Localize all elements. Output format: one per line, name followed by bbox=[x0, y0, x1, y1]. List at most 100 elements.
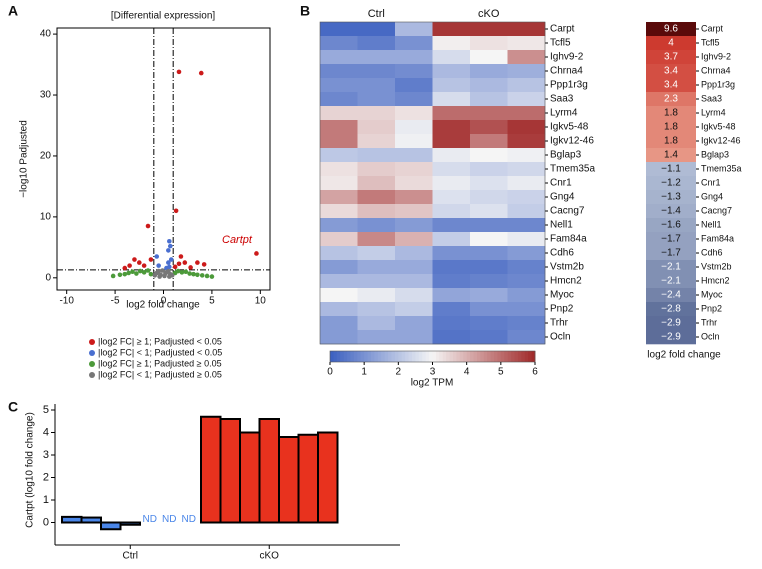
fc-cell bbox=[646, 106, 696, 121]
row-label: Nell1 bbox=[550, 220, 573, 231]
row-label: Cnr1 bbox=[550, 178, 572, 189]
point bbox=[179, 270, 185, 275]
bar bbox=[100, 521, 122, 531]
legend-marker bbox=[89, 361, 95, 367]
point bbox=[163, 271, 168, 276]
heat-cell bbox=[395, 92, 433, 107]
row-label: Cnr1 bbox=[701, 177, 721, 187]
heat-cell bbox=[320, 106, 358, 121]
heat-cell bbox=[320, 78, 358, 93]
heat-cell bbox=[432, 232, 471, 247]
heat-cell bbox=[432, 176, 471, 191]
heat-cell bbox=[320, 36, 358, 51]
legend-marker bbox=[89, 339, 95, 345]
heat-cell bbox=[357, 92, 396, 107]
point bbox=[122, 265, 128, 271]
fc-value-label: 1.8 bbox=[664, 122, 678, 133]
heat-cell bbox=[470, 36, 508, 51]
y-tick-label: 5 bbox=[43, 404, 49, 416]
fc-value-label: −1.1 bbox=[661, 164, 681, 175]
fc-cell bbox=[646, 64, 696, 79]
fc-value-label: −2.1 bbox=[661, 276, 681, 287]
bar bbox=[258, 418, 280, 524]
heat-cell bbox=[395, 190, 433, 205]
heat-cell bbox=[470, 190, 508, 205]
fc-label: log2 fold change bbox=[647, 350, 721, 361]
heat-cell bbox=[320, 92, 358, 107]
fc-value-label: 9.6 bbox=[664, 24, 678, 35]
heat-cell bbox=[507, 260, 546, 275]
heat-cell bbox=[357, 64, 396, 79]
colorbar-segment bbox=[466, 351, 471, 362]
heat-cell bbox=[507, 330, 546, 345]
heat-cell bbox=[507, 288, 546, 303]
heat-cell bbox=[320, 148, 358, 163]
colorbar-segment bbox=[521, 351, 526, 362]
heat-cell bbox=[357, 204, 396, 219]
value-label: ND bbox=[143, 514, 157, 525]
heat-cell bbox=[395, 274, 433, 289]
bar bbox=[80, 516, 102, 524]
fc-cell bbox=[646, 302, 696, 317]
fc-cell bbox=[646, 148, 696, 163]
fc-value-label: −1.2 bbox=[661, 178, 681, 189]
fc-cell bbox=[646, 36, 696, 51]
colorbar-segment bbox=[500, 351, 505, 362]
heat-cell bbox=[432, 330, 471, 345]
fc-cell bbox=[646, 162, 696, 177]
colorbar-segment bbox=[418, 351, 423, 362]
fc-cell bbox=[646, 218, 696, 233]
point bbox=[178, 254, 184, 259]
heat-cell bbox=[357, 22, 396, 37]
row-label: Tcfl5 bbox=[701, 37, 720, 47]
row-label: Pnp2 bbox=[550, 304, 574, 315]
colorbar-tick-label: 1 bbox=[361, 367, 367, 378]
colorbar-segment bbox=[384, 351, 389, 362]
colorbar-segment bbox=[473, 351, 478, 362]
colorbar-segment bbox=[343, 351, 348, 362]
heat-cell bbox=[320, 134, 358, 149]
point bbox=[122, 271, 128, 277]
point bbox=[130, 269, 135, 275]
heat-cell bbox=[320, 64, 358, 79]
row-label: Gng4 bbox=[701, 191, 723, 201]
heat-cell bbox=[507, 162, 546, 177]
point bbox=[176, 261, 182, 267]
colorbar-tick-label: 0 bbox=[327, 367, 333, 378]
colorbar-label: log2 TPM bbox=[411, 378, 454, 389]
heat-cell bbox=[470, 204, 508, 219]
colorbar-segment bbox=[408, 351, 413, 362]
fc-cell bbox=[646, 22, 696, 37]
fc-value-label: −1.7 bbox=[661, 234, 681, 245]
point bbox=[126, 270, 131, 276]
colorbar-segment bbox=[490, 351, 495, 362]
heat-cell bbox=[395, 302, 433, 317]
row-label: Saa3 bbox=[701, 93, 722, 103]
fc-cell bbox=[646, 92, 696, 107]
colorbar-segment bbox=[381, 351, 386, 362]
colorbar-segment bbox=[528, 351, 532, 362]
heat-cell bbox=[395, 246, 433, 261]
heat-cell bbox=[320, 50, 358, 65]
heat-cell bbox=[395, 288, 433, 303]
chart-title: [Differential expression] bbox=[111, 11, 216, 22]
colorbar-segment bbox=[391, 351, 396, 362]
bar bbox=[61, 515, 83, 524]
colorbar-tick-label: 6 bbox=[532, 367, 538, 378]
colorbar-segment bbox=[442, 351, 447, 362]
heat-cell bbox=[470, 218, 508, 233]
fc-value-label: 1.8 bbox=[664, 108, 678, 119]
row-label: Myoc bbox=[701, 289, 723, 299]
point bbox=[175, 268, 181, 274]
heat-cell bbox=[395, 148, 433, 163]
point bbox=[127, 263, 132, 268]
heat-cell bbox=[507, 36, 546, 51]
colorbar-segment bbox=[497, 351, 502, 362]
colorbar-segment bbox=[422, 351, 427, 362]
row-label: Vstm2b bbox=[550, 262, 584, 273]
row-label: Myoc bbox=[550, 290, 574, 301]
heat-cell bbox=[357, 232, 396, 247]
colorbar-segment bbox=[371, 351, 375, 362]
fc-cell bbox=[646, 176, 696, 191]
